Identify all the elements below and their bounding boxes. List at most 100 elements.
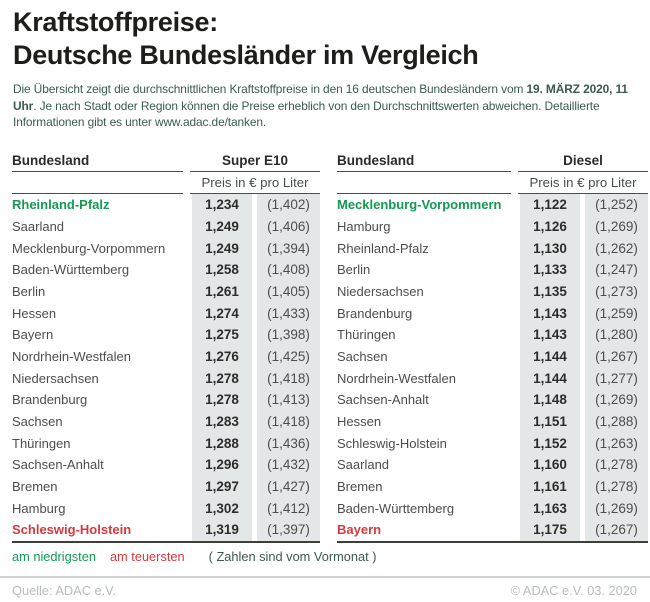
- state-name: Hamburg: [337, 218, 391, 234]
- intro-after-bold: . Je nach Stadt oder Region können die P…: [13, 98, 600, 130]
- previous-month-value: (1,269): [585, 388, 648, 411]
- previous-month-value: (1,280): [585, 323, 648, 346]
- price-value: 1,144: [520, 367, 580, 389]
- state-name: Rheinland-Pfalz: [12, 197, 110, 213]
- price-value: 1,302: [192, 497, 252, 520]
- price-value: 1,297: [192, 475, 252, 498]
- previous-month-value: (1,273): [585, 280, 648, 303]
- table-row: Niedersachsen 1,135 (1,273): [337, 280, 648, 303]
- state-name: Saarland: [12, 218, 65, 234]
- state-name: Thüringen: [12, 435, 71, 451]
- state-name: Hamburg: [12, 500, 66, 516]
- previous-month-value: (1,405): [257, 280, 320, 303]
- table-row: Rheinland-Pfalz 1,234 (1,402): [12, 193, 320, 216]
- price-value: 1,234: [192, 193, 252, 216]
- diesel-unit-row: Preis in € pro Liter: [337, 172, 648, 194]
- state-name: Rheinland-Pfalz: [337, 240, 429, 256]
- state-name: Brandenburg: [337, 305, 413, 321]
- diesel-column-header: Diesel: [518, 153, 648, 172]
- table-row: Sachsen 1,283 (1,418): [12, 410, 320, 433]
- table-row: Bremen 1,161 (1,278): [337, 475, 648, 498]
- table-row: Thüringen 1,143 (1,280): [337, 323, 648, 346]
- previous-month-value: (1,277): [585, 367, 648, 389]
- table-row: Brandenburg 1,143 (1,259): [337, 302, 648, 324]
- table-row: Berlin 1,133 (1,247): [337, 258, 648, 281]
- page-title-line2: Deutsche Bundesländer im Vergleich: [13, 40, 479, 70]
- previous-month-value: (1,398): [257, 323, 320, 346]
- super-e10-unit-row: Preis in € pro Liter: [12, 172, 320, 194]
- price-value: 1,296: [192, 454, 252, 476]
- price-value: 1,133: [520, 258, 580, 281]
- price-value: 1,148: [520, 388, 580, 411]
- intro-text: Die Übersicht zeigt die durchschnittlich…: [13, 81, 641, 131]
- previous-month-value: (1,412): [257, 497, 320, 520]
- state-name: Sachsen: [337, 348, 388, 364]
- page-title: Kraftstoffpreise: Deutsche Bundesländer …: [13, 6, 636, 72]
- previous-month-value: (1,433): [257, 302, 320, 324]
- table-row: Sachsen-Anhalt 1,148 (1,269): [337, 388, 648, 411]
- state-name: Hessen: [12, 305, 57, 321]
- table-row: Brandenburg 1,278 (1,413): [12, 388, 320, 411]
- table-row: Bayern 1,275 (1,398): [12, 323, 320, 346]
- previous-month-value: (1,252): [585, 193, 648, 216]
- state-name: Bayern: [12, 327, 54, 343]
- price-value: 1,152: [520, 432, 580, 455]
- price-value: 1,163: [520, 497, 580, 520]
- state-name: Schleswig-Holstein: [337, 435, 447, 451]
- previous-month-value: (1,413): [257, 388, 320, 411]
- legend: am niedrigsten am teuersten ( Zahlen sin…: [12, 549, 636, 564]
- previous-month-value: (1,394): [257, 237, 320, 259]
- state-name: Sachsen: [12, 414, 63, 429]
- table-row: Hamburg 1,302 (1,412): [12, 497, 320, 520]
- previous-month-value: (1,402): [257, 193, 320, 216]
- previous-month-value: (1,408): [257, 258, 320, 281]
- source-label: Quelle: ADAC e.V.: [12, 582, 117, 598]
- table-row: Rheinland-Pfalz 1,130 (1,262): [337, 237, 648, 259]
- bundesland-column-header: Bundesland: [12, 153, 183, 172]
- table-row: Schleswig-Holstein 1,319 (1,397): [12, 519, 320, 541]
- state-name: Berlin: [12, 283, 46, 299]
- state-name: Sachsen-Anhalt: [12, 457, 104, 473]
- price-value: 1,249: [192, 237, 252, 259]
- price-value: 1,151: [520, 410, 580, 433]
- previous-month-value: (1,262): [585, 237, 648, 259]
- diesel-rows: Mecklenburg-Vorpommern 1,122 (1,252) Ham…: [337, 193, 648, 543]
- state-name: Sachsen-Anhalt: [337, 392, 429, 408]
- state-name: Bayern: [337, 522, 382, 538]
- table-row: Thüringen 1,288 (1,436): [12, 432, 320, 455]
- previous-month-value: (1,432): [257, 454, 320, 476]
- table-row: Berlin 1,261 (1,405): [12, 280, 320, 303]
- table-row: Sachsen 1,144 (1,267): [337, 345, 648, 368]
- footer-bar: Quelle: ADAC e.V. © ADAC e.V. 03. 2020: [0, 576, 650, 602]
- previous-month-value: (1,425): [257, 345, 320, 368]
- state-name: Niedersachsen: [12, 370, 99, 386]
- table-row: Nordrhein-Westfalen 1,276 (1,425): [12, 345, 320, 368]
- state-name: Baden-Württemberg: [12, 262, 130, 278]
- price-value: 1,258: [192, 258, 252, 281]
- previous-month-value: (1,247): [585, 258, 648, 281]
- intro-date-bold: 19. MÄRZ 2020, 11 Uhr: [13, 82, 628, 113]
- price-value: 1,288: [192, 432, 252, 455]
- legend-highest-label: am teuersten: [109, 548, 185, 564]
- state-name: Nordrhein-Westfalen: [337, 370, 456, 386]
- price-value: 1,161: [520, 475, 580, 498]
- unit-row-spacer: [337, 192, 511, 194]
- table-row: Nordrhein-Westfalen 1,144 (1,277): [337, 367, 648, 389]
- price-value: 1,175: [520, 519, 580, 541]
- table-row: Hamburg 1,126 (1,269): [337, 215, 648, 238]
- state-name: Bremen: [337, 479, 383, 495]
- price-value: 1,144: [520, 345, 580, 368]
- legend-note: ( Zahlen sind vom Vormonat ): [208, 548, 377, 564]
- table-row: Schleswig-Holstein 1,152 (1,263): [337, 432, 648, 455]
- price-value: 1,135: [520, 280, 580, 303]
- copyright-label: © ADAC e.V. 03. 2020: [510, 582, 637, 598]
- page-title-line1: Kraftstoffpreise:: [13, 7, 218, 37]
- previous-month-value: (1,418): [257, 367, 320, 389]
- state-name: Niedersachsen: [337, 283, 424, 299]
- diesel-table-header: Bundesland Diesel: [337, 151, 648, 172]
- state-name: Berlin: [337, 262, 371, 278]
- previous-month-value: (1,269): [585, 215, 648, 238]
- diesel-table: Bundesland Diesel Preis in € pro Liter M…: [337, 151, 648, 543]
- price-value: 1,283: [192, 410, 252, 433]
- previous-month-value: (1,288): [585, 410, 648, 433]
